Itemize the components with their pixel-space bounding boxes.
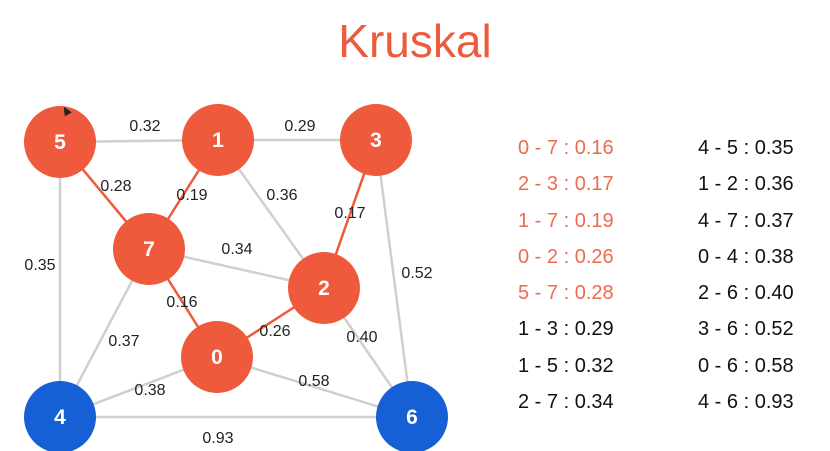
edge-weight-5-7: 0.28 [100,178,131,195]
edge-3-6 [374,139,414,418]
node-circle-3 [340,104,412,176]
edge-weight-1-2: 0.36 [266,187,297,204]
node-7: 7 [113,213,185,285]
node-circle-7 [113,213,185,285]
node-circle-1 [182,104,254,176]
edge-weight-7-4: 0.37 [108,333,139,350]
sorted-edge-item: 5 - 7 : 0.28 [518,282,614,305]
edge-weight-0-4: 0.38 [134,382,165,399]
sorted-edge-item: 0 - 2 : 0.26 [518,245,614,268]
sorted-edge-item: 2 - 3 : 0.17 [518,173,614,196]
edge-weight-7-0: 0.16 [166,294,197,311]
node-label-4: 4 [54,406,66,429]
edge-weight-3-6: 0.52 [401,265,432,282]
node-3: 3 [340,104,412,176]
node-circle-4 [24,381,96,451]
sorted-edge-item: 0 - 7 : 0.16 [518,137,614,159]
slide-title: Kruskal [338,15,492,67]
node-label-3: 3 [370,129,382,152]
sorted-edge-item: 1 - 2 : 0.36 [698,173,794,196]
sorted-edge-item: 0 - 6 : 0.58 [698,354,794,377]
node-6: 6 [376,381,448,451]
node-4: 4 [24,381,96,451]
edge-weight-0-2: 0.26 [259,323,290,340]
sorted-edge-item: 0 - 4 : 0.38 [698,245,794,268]
sorted-edge-item: 4 - 5 : 0.35 [698,137,794,159]
node-label-0: 0 [211,346,223,369]
edge-weight-1-7: 0.19 [176,187,207,204]
node-1: 1 [182,104,254,176]
edge-weight-5-1: 0.32 [129,118,160,135]
node-label-6: 6 [406,406,418,429]
sorted-edge-item: 1 - 5 : 0.32 [518,354,614,377]
node-circle-5 [24,106,96,178]
node-2: 2 [288,252,360,324]
node-circle-6 [376,381,448,451]
node-label-7: 7 [143,238,155,261]
sorted-edge-item: 2 - 7 : 0.34 [518,391,614,414]
edge-weight-5-4: 0.35 [24,257,55,274]
edge-weight-7-2: 0.34 [221,241,252,258]
node-circle-2 [288,252,360,324]
node-label-5: 5 [54,131,66,154]
node-circle-0 [181,321,253,393]
edge-weight-1-3: 0.29 [284,118,315,135]
edge-weight-0-6: 0.58 [298,373,329,390]
edge-weight-2-6: 0.40 [346,329,377,346]
node-5: 5 [24,106,96,178]
node-label-1: 1 [212,129,224,152]
edge-weight-3-2: 0.17 [334,205,365,222]
sorted-edge-item: 1 - 7 : 0.19 [518,209,614,232]
sorted-edge-item: 1 - 3 : 0.29 [518,318,614,341]
sorted-edge-item: 2 - 6 : 0.40 [698,282,794,305]
edge-weight-4-6: 0.93 [202,430,233,447]
node-label-2: 2 [318,277,330,300]
sorted-edge-item: 4 - 6 : 0.93 [698,391,794,414]
sorted-edge-list-left: 0 - 7 : 0.16 2 - 3 : 0.17 1 - 7 : 0.19 0 - … [518,136,614,426]
sorted-edge-list-right: 4 - 5 : 0.35 1 - 2 : 0.36 4 - 7 : 0.37 0 - … [698,136,794,426]
sorted-edge-item: 3 - 6 : 0.52 [698,318,794,341]
sorted-edge-item: 4 - 7 : 0.37 [698,209,794,232]
node-0: 0 [181,321,253,393]
